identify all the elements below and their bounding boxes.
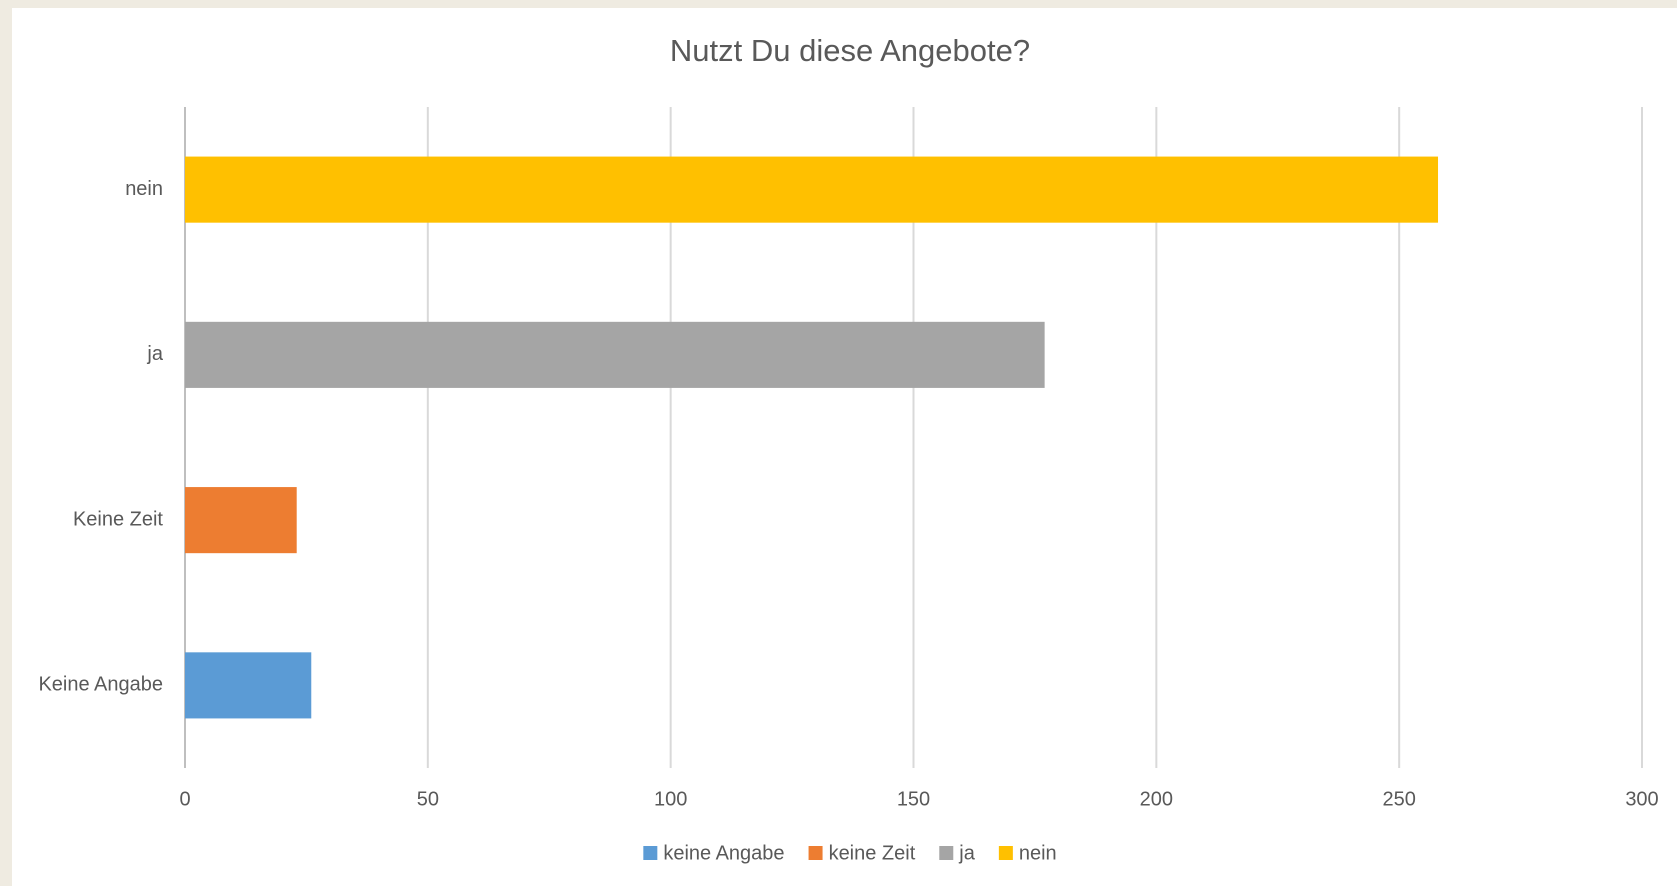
x-tick-label: 150 bbox=[897, 788, 930, 810]
chart-title: Nutzt Du diese Angebote? bbox=[670, 33, 1030, 68]
x-tick-label: 100 bbox=[654, 788, 687, 810]
y-tick-label: Keine Zeit bbox=[73, 508, 163, 530]
x-tick-label: 250 bbox=[1382, 788, 1415, 810]
legend-swatch bbox=[808, 846, 823, 860]
x-tick-label: 300 bbox=[1625, 788, 1658, 810]
x-tick-label: 50 bbox=[417, 788, 439, 810]
bar bbox=[185, 321, 1045, 388]
bar bbox=[185, 652, 312, 719]
legend-label: nein bbox=[1019, 842, 1057, 864]
x-tick-label: 200 bbox=[1140, 788, 1173, 810]
x-tick-label: 0 bbox=[179, 788, 190, 810]
legend-label: keine Angabe bbox=[663, 842, 784, 864]
bar bbox=[185, 487, 297, 554]
bar bbox=[185, 156, 1439, 223]
legend-swatch bbox=[939, 846, 954, 860]
y-tick-label: nein bbox=[125, 178, 163, 200]
legend-swatch bbox=[998, 846, 1013, 860]
legend-swatch bbox=[643, 846, 658, 860]
y-tick-label: ja bbox=[146, 343, 163, 365]
legend-label: keine Zeit bbox=[829, 842, 916, 864]
chart-area bbox=[12, 8, 1677, 886]
legend-label: ja bbox=[958, 842, 975, 864]
y-tick-label: Keine Angabe bbox=[38, 674, 163, 696]
